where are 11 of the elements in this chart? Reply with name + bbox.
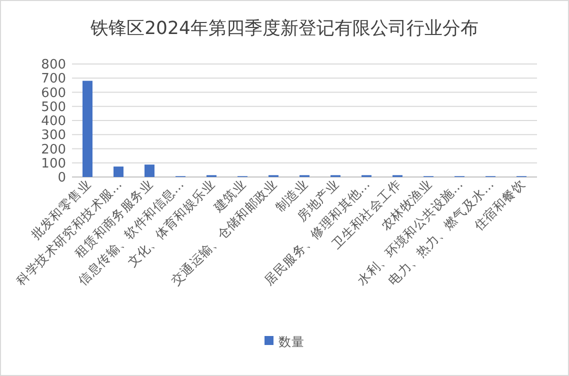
y-tick-label: 300 xyxy=(41,128,66,144)
y-tick-label: 600 xyxy=(41,86,66,101)
y-tick-label: 400 xyxy=(41,114,66,129)
legend-label: 数量 xyxy=(278,334,304,349)
y-tick-label: 100 xyxy=(41,156,66,172)
y-tick-label: 700 xyxy=(41,72,66,87)
y-tick-label: 500 xyxy=(41,100,66,115)
chart-title: 铁锋区2024年第四季度新登记有限公司行业分布 xyxy=(90,18,478,39)
y-tick-label: 0 xyxy=(58,170,66,186)
y-tick-label: 800 xyxy=(41,58,66,72)
y-tick-label: 200 xyxy=(41,142,66,158)
